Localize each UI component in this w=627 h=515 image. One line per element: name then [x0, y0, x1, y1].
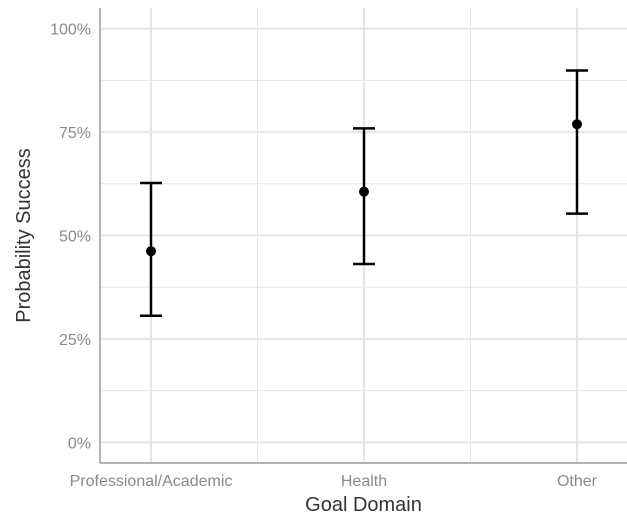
x-axis-title: Goal Domain [305, 494, 422, 515]
axes [99, 8, 627, 464]
y-tick-label: 25% [59, 332, 91, 349]
error-bar-group [566, 69, 588, 215]
y-axis-title: Probability Success [13, 148, 35, 323]
y-tick-labels: 0% 25% 50% 75% 100% [50, 22, 91, 453]
x-tick-label: Other [557, 473, 598, 490]
x-tick-label: Health [341, 473, 387, 490]
y-tick-label: 0% [68, 435, 91, 452]
error-bar-group [353, 127, 375, 266]
error-bar-group [140, 181, 162, 317]
y-tick-label: 75% [59, 125, 91, 142]
y-tick-label: 100% [50, 22, 91, 39]
data-point [572, 119, 582, 130]
x-tick-label: Professional/Academic [70, 473, 233, 490]
data-point [359, 186, 369, 197]
y-tick-label: 50% [59, 229, 91, 246]
marks [140, 69, 588, 317]
x-tick-labels: Professional/Academic Health Other [70, 473, 598, 490]
data-point [146, 246, 156, 257]
